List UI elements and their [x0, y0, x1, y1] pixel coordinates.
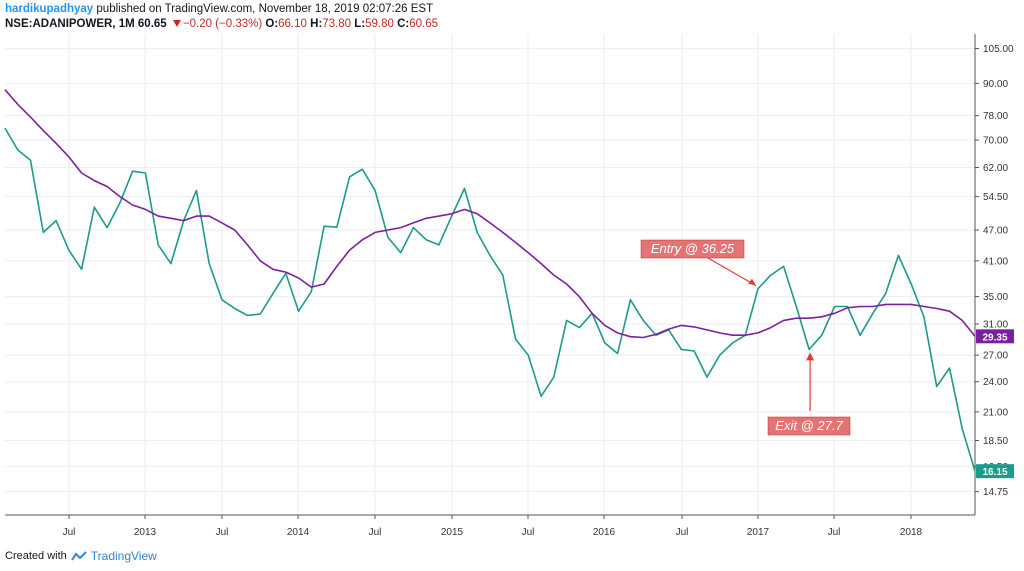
y-tick-label: 62.00: [983, 163, 1008, 174]
y-tick-label: 70.00: [983, 136, 1008, 147]
y-tick-label: 18.50: [983, 436, 1008, 447]
x-tick-label: 2013: [134, 527, 157, 538]
y-tick-label: 14.75: [983, 487, 1008, 498]
y-tick-label: 90.00: [983, 79, 1008, 90]
exit-arrowhead: [806, 352, 815, 361]
y-tick-label: 27.00: [983, 351, 1008, 362]
down-arrow-icon: [172, 20, 181, 28]
x-tick-label: 2017: [747, 527, 770, 538]
last-price-label-bg: [976, 464, 1014, 479]
entry-annotation-label: Entry @ 36.25: [651, 241, 735, 256]
x-tick-label: Jul: [216, 527, 229, 538]
tradingview-brand[interactable]: TradingView: [90, 549, 157, 563]
created-with-text: Created with: [5, 550, 67, 562]
y-tick-label: 54.50: [983, 192, 1008, 203]
x-tick-label: 2015: [441, 527, 464, 538]
y-tick-label: 47.00: [983, 226, 1008, 237]
low-label: L:: [354, 18, 366, 30]
x-tick-label: 2014: [287, 527, 310, 538]
price-change: −0.20 (−0.33%): [182, 18, 263, 30]
footer: Created with TradingView: [5, 549, 157, 563]
plot-area: [5, 34, 975, 515]
x-tick-label: Jul: [676, 527, 689, 538]
low-value: 59.80: [365, 18, 394, 30]
tradingview-logo-icon: [70, 551, 87, 561]
last-price: 60.65: [137, 18, 167, 30]
open-label: O:: [265, 18, 279, 30]
x-tick-label: 2016: [593, 527, 616, 538]
symbol-info: NSE:ADANIPOWER, 1M 60.65 −0.20 (−0.33%) …: [5, 18, 438, 30]
x-tick-label: 2018: [900, 527, 923, 538]
x-tick-label: Jul: [63, 527, 76, 538]
close-value: 60.65: [409, 18, 439, 30]
y-tick-label: 105.00: [983, 44, 1014, 55]
y-tick-label: 21.00: [983, 407, 1008, 418]
y-tick-label: 31.00: [983, 319, 1008, 330]
high-value: 73.80: [322, 18, 352, 30]
published-text: published on TradingView.com, November 1…: [96, 3, 434, 15]
entry-annotation-box: [640, 239, 745, 259]
ma-price-label: 29.35: [982, 332, 1007, 343]
exit-annotation-box: [767, 416, 851, 436]
entry-arrow-line: [707, 257, 757, 287]
x-tick-label: Jul: [828, 527, 841, 538]
last-price-label: 16.15: [982, 467, 1007, 478]
high-label: H:: [310, 18, 323, 30]
publish-info: hardikupadhyay published on TradingView.…: [5, 3, 433, 15]
y-tick-label: 78.00: [983, 111, 1008, 122]
y-tick-label: 24.00: [983, 377, 1008, 388]
entry-arrowhead: [748, 278, 757, 286]
x-tick-label: Jul: [522, 527, 535, 538]
x-tick-label: Jul: [369, 527, 382, 538]
y-tick-label: 35.00: [983, 292, 1008, 303]
moving-average-line: [4, 89, 976, 339]
symbol-label: NSE:ADANIPOWER, 1M: [5, 18, 135, 30]
author-link[interactable]: hardikupadhyay: [5, 3, 94, 15]
exit-annotation-label: Exit @ 27.7: [775, 418, 843, 433]
price-series-line: [4, 127, 976, 472]
open-value: 66.10: [278, 18, 307, 30]
close-label: C:: [397, 18, 410, 30]
y-tick-label: 41.00: [983, 256, 1008, 267]
ma-price-label-bg: [976, 329, 1014, 344]
